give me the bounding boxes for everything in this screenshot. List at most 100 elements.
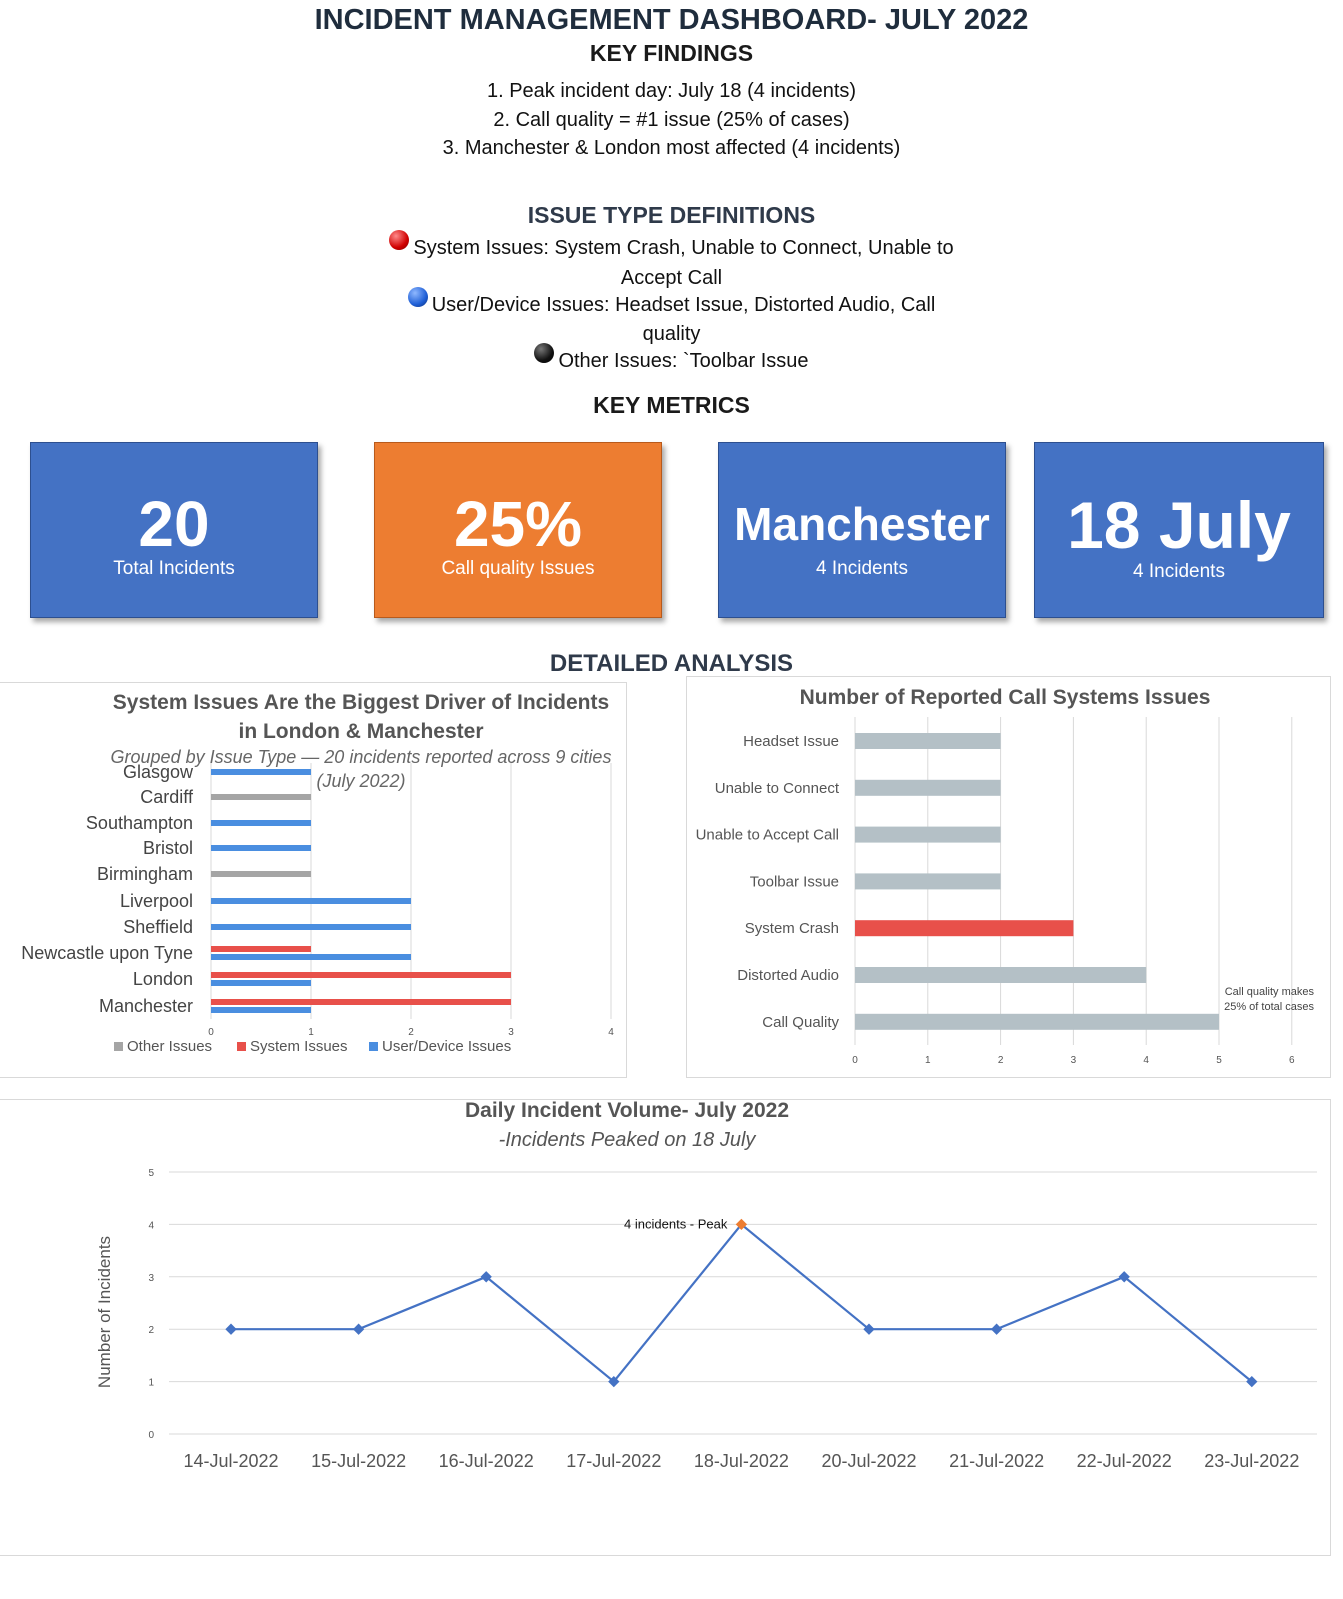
x-tick-label: 18-Jul-2022 bbox=[694, 1451, 789, 1471]
peak-label: 4 incidents - Peak bbox=[624, 1216, 728, 1231]
category-label: Bristol bbox=[143, 838, 193, 858]
definition-system-line1: System Issues: System Crash, Unable to C… bbox=[413, 237, 954, 259]
x-tick-label: 0 bbox=[852, 1055, 858, 1066]
x-tick-label: 22-Jul-2022 bbox=[1077, 1451, 1172, 1471]
x-tick-label: 4 bbox=[1143, 1055, 1149, 1066]
bar bbox=[211, 946, 311, 952]
chart-subtitle-line: Grouped by Issue Type — 20 incidents rep… bbox=[111, 747, 612, 767]
chart-title: Daily Incident Volume- July 2022 bbox=[465, 1100, 789, 1122]
metric-tile-top-city: Manchester 4 Incidents bbox=[718, 442, 1006, 618]
x-tick-label: 6 bbox=[1289, 1055, 1295, 1066]
metric-label: Call quality Issues bbox=[441, 558, 595, 579]
chart-title-line: in London & Manchester bbox=[238, 720, 483, 743]
category-label: Newcastle upon Tyne bbox=[21, 943, 193, 963]
metric-label: 4 Incidents bbox=[1133, 561, 1225, 582]
category-label: System Crash bbox=[745, 920, 839, 937]
bar bbox=[211, 924, 411, 930]
x-tick-label: 2 bbox=[998, 1055, 1004, 1066]
x-tick-label: 1 bbox=[308, 1027, 314, 1038]
y-tick-label: 0 bbox=[148, 1430, 154, 1441]
definition-other-line1: Other Issues: `Toolbar Issue bbox=[558, 350, 809, 372]
page-title: INCIDENT MANAGEMENT DASHBOARD- JULY 2022 bbox=[314, 4, 1029, 36]
x-tick-label: 1 bbox=[925, 1055, 931, 1066]
chart-title: Number of Reported Call Systems Issues bbox=[800, 686, 1211, 709]
data-point bbox=[990, 1323, 1003, 1335]
x-tick-label: 2 bbox=[408, 1027, 414, 1038]
annotation-line: 25% of total cases bbox=[1224, 1001, 1314, 1013]
metric-tile-peak-day: 18 July 4 Incidents bbox=[1034, 442, 1324, 618]
bar bbox=[211, 769, 311, 775]
legend-swatch bbox=[369, 1042, 378, 1051]
bar bbox=[211, 820, 311, 826]
category-label: Headset Issue bbox=[743, 733, 839, 750]
legend-label: Other Issues bbox=[127, 1038, 212, 1055]
category-label: Manchester bbox=[99, 996, 193, 1016]
category-label: Liverpool bbox=[120, 891, 193, 911]
call-systems-chart-panel: Number of Reported Call Systems Issues 0 1… bbox=[686, 676, 1331, 1078]
category-label: Birmingham bbox=[97, 864, 193, 884]
category-label: Distorted Audio bbox=[737, 967, 839, 984]
x-tick-label: 3 bbox=[508, 1027, 514, 1038]
x-tick-label: 17-Jul-2022 bbox=[566, 1451, 661, 1471]
category-label: Toolbar Issue bbox=[750, 873, 839, 890]
issue-type-definitions-heading: ISSUE TYPE DEFINITIONS bbox=[527, 202, 816, 228]
chart-subtitle: -Incidents Peaked on 18 July bbox=[499, 1129, 757, 1151]
bar bbox=[211, 980, 311, 986]
bar bbox=[211, 845, 311, 851]
metric-tile-call-quality: 25% Call quality Issues bbox=[374, 442, 662, 618]
bar bbox=[211, 999, 511, 1005]
category-label: London bbox=[133, 969, 193, 989]
bar bbox=[211, 1007, 311, 1013]
key-findings-heading: KEY FINDINGS bbox=[589, 40, 754, 66]
y-tick-label: 4 bbox=[148, 1220, 154, 1231]
x-tick-label: 4 bbox=[608, 1027, 614, 1038]
call-systems-chart: Number of Reported Call Systems Issues 0 1… bbox=[696, 686, 1315, 1066]
definition-system-cont: Accept Call bbox=[620, 267, 723, 289]
annotation-line: Call quality makes bbox=[1225, 986, 1315, 998]
chart-title-line: System Issues Are the Biggest Driver of … bbox=[113, 691, 609, 714]
x-tick-label: 3 bbox=[1071, 1055, 1077, 1066]
definition-other: Other Issues: `Toolbar Issue bbox=[0, 343, 1343, 375]
metric-value: 20 bbox=[138, 488, 210, 560]
x-tick-label: 21-Jul-2022 bbox=[949, 1451, 1044, 1471]
bar bbox=[211, 871, 311, 877]
chart-subtitle-line: (July 2022) bbox=[316, 771, 405, 791]
bar bbox=[211, 898, 411, 904]
y-tick-label: 3 bbox=[148, 1273, 154, 1284]
bar bbox=[211, 794, 311, 800]
key-metrics-heading: KEY METRICS bbox=[593, 392, 750, 418]
definition-system: System Issues: System Crash, Unable to C… bbox=[0, 230, 1343, 262]
bar bbox=[211, 954, 411, 960]
y-tick-label: 5 bbox=[148, 1168, 154, 1179]
bar bbox=[855, 826, 1001, 843]
bar bbox=[855, 779, 1001, 796]
definition-user-device: User/Device Issues: Headset Issue, Disto… bbox=[0, 287, 1343, 319]
definition-user-device-cont: quality bbox=[642, 323, 701, 345]
finding-3: 3. Manchester & London most affected (4 … bbox=[442, 137, 901, 159]
finding-2: 2. Call quality = #1 issue (25% of cases… bbox=[493, 109, 850, 131]
x-tick-label: 15-Jul-2022 bbox=[311, 1451, 406, 1471]
city-issues-chart-panel: System Issues Are the Biggest Driver of … bbox=[0, 682, 627, 1078]
detailed-analysis-heading: DETAILED ANALYSIS bbox=[549, 650, 794, 677]
metric-label: Total Incidents bbox=[113, 558, 235, 579]
bar bbox=[855, 873, 1001, 890]
x-tick-label: 0 bbox=[208, 1027, 214, 1038]
data-point bbox=[1246, 1375, 1258, 1388]
legend-swatch bbox=[237, 1042, 246, 1051]
metric-tile-total-incidents: 20 Total Incidents bbox=[30, 442, 318, 618]
category-label: Call Quality bbox=[762, 1014, 839, 1031]
definition-user-device-line1: User/Device Issues: Headset Issue, Disto… bbox=[431, 294, 936, 316]
category-label: Cardiff bbox=[140, 787, 194, 807]
bar bbox=[855, 967, 1147, 983]
x-tick-label: 23-Jul-2022 bbox=[1204, 1451, 1299, 1471]
daily-volume-chart: Daily Incident Volume- July 2022 -Inciden… bbox=[95, 1099, 1317, 1471]
category-label: Unable to Accept Call bbox=[696, 827, 839, 844]
daily-volume-chart-panel: Daily Incident Volume- July 2022 -Inciden… bbox=[0, 1099, 1331, 1556]
bar bbox=[211, 972, 511, 978]
data-point bbox=[1118, 1271, 1130, 1283]
data-point bbox=[352, 1323, 365, 1335]
y-tick-label: 2 bbox=[148, 1325, 154, 1336]
legend-swatch bbox=[114, 1042, 123, 1051]
metric-value: 18 July bbox=[1067, 488, 1291, 562]
bar bbox=[855, 1013, 1219, 1030]
